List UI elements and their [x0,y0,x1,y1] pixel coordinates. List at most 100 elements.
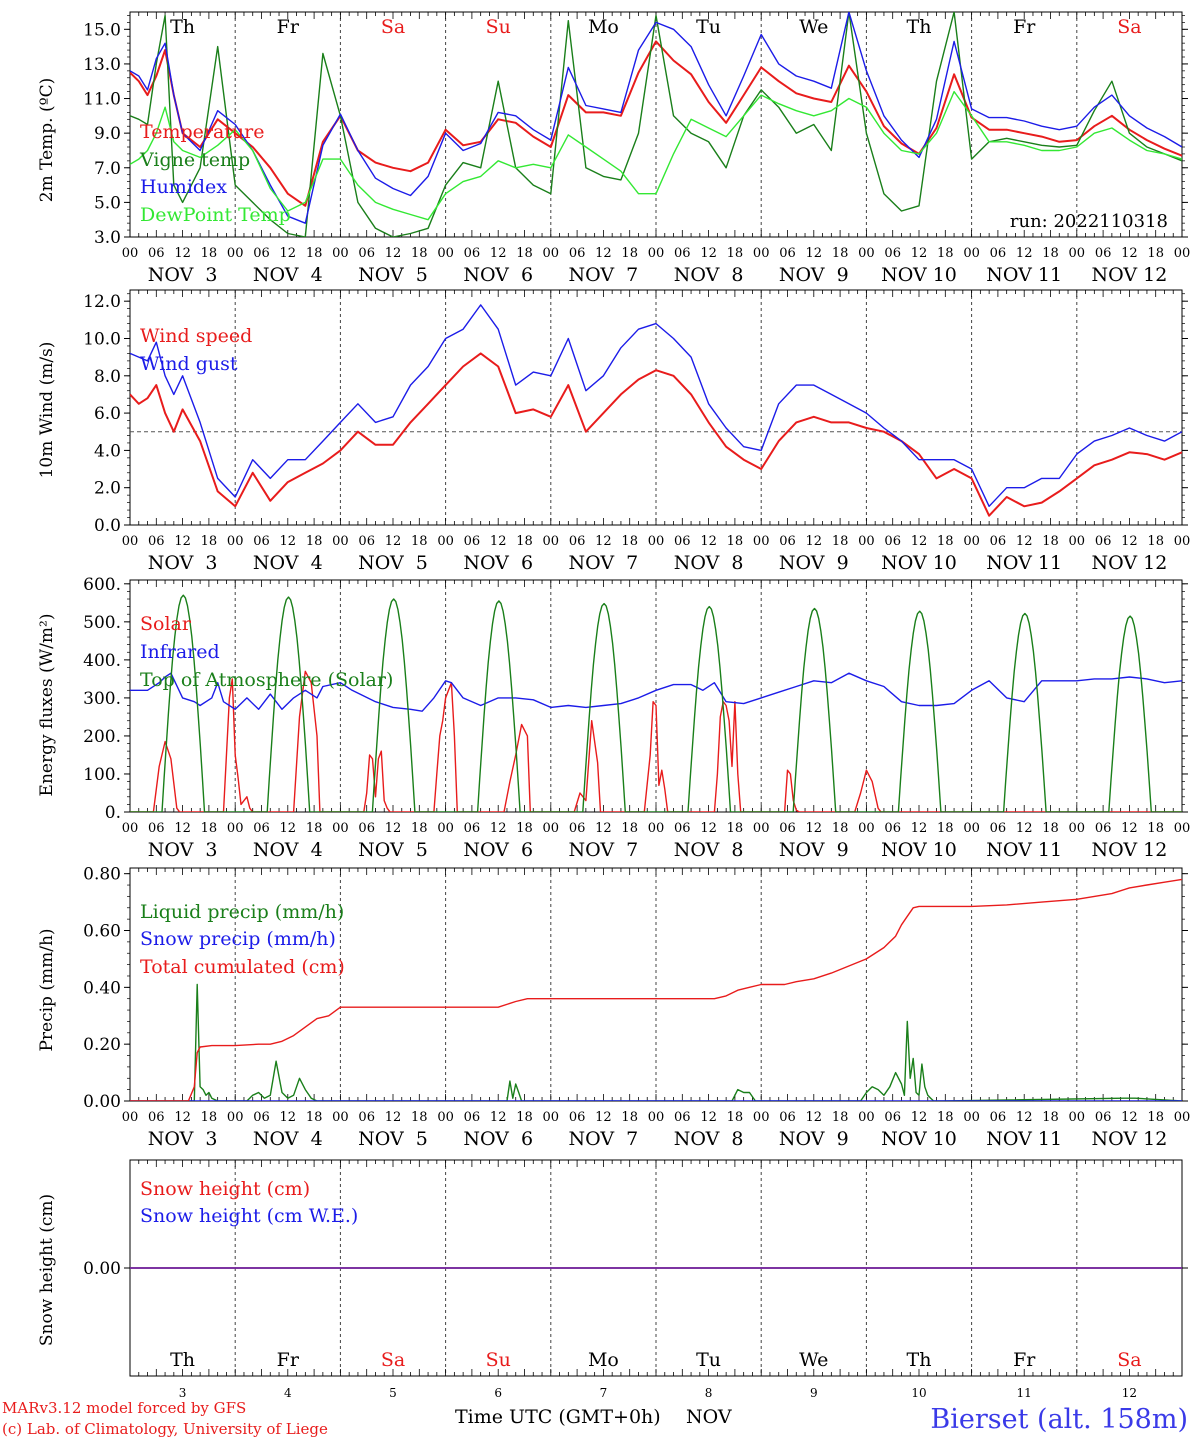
hour-tick-label: 18 [621,1110,638,1125]
hour-tick-label: 00 [437,246,454,261]
y-tick-label: 0.0 [94,516,121,536]
y-tick-label: 0.40 [83,978,121,998]
weekday-label: Th [907,16,932,38]
hour-tick-label: 06 [148,534,165,549]
hour-tick-label: 00 [648,246,665,261]
legend-entry: Top of Atmosphere (Solar) [140,669,393,691]
hour-tick-label: 00 [543,534,560,549]
hour-tick-label: 18 [306,1110,323,1125]
hour-tick-label: 06 [779,246,796,261]
hour-tick-label: 00 [437,534,454,549]
hour-tick-label: 12 [911,534,928,549]
date-label: NOV 11 [986,552,1062,574]
hour-tick-label: 00 [1069,1110,1086,1125]
y-tick-label: 2.0 [94,479,121,499]
legend-entry: Liquid precip (mm/h) [140,901,344,923]
series-line-wind-speed [130,352,1182,517]
hour-tick-label: 06 [253,246,270,261]
hour-tick-label: 12 [911,1110,928,1125]
weekday-label: Tu [696,16,721,38]
hour-tick-label: 06 [990,1110,1007,1125]
hour-tick-label: 06 [569,534,586,549]
hour-tick-label: 00 [753,246,770,261]
hour-tick-label: 06 [884,1110,901,1125]
hour-tick-label: 00 [122,821,139,836]
panel-4: 0.00 0.20 0.40 0.60 0.80 Precip (mm/h) Liquid … [37,865,1190,1150]
hour-tick-label: 00 [1069,821,1086,836]
hour-tick-label: 00 [753,1110,770,1125]
hour-tick-label: 06 [358,1110,375,1125]
date-label: NOV 5 [358,264,428,286]
y-tick-label: 0.00 [83,1092,121,1112]
date-label: NOV 5 [358,1128,428,1150]
hour-tick-label: 12 [280,246,297,261]
date-label: NOV 3 [148,839,218,861]
hour-tick-label: 06 [253,1110,270,1125]
y-axis-label: 10m Wind (m/s) [37,342,57,479]
date-label: NOV 4 [253,264,323,286]
hour-tick-label: 18 [411,1110,428,1125]
hour-tick-label: 00 [227,534,244,549]
hour-tick-label: 18 [832,1110,849,1125]
hour-tick-label: 00 [858,821,875,836]
hour-tick-label: 18 [727,1110,744,1125]
hour-tick-label: 12 [1016,1110,1033,1125]
hour-tick-label: 06 [569,1110,586,1125]
legend-entry: Snow height (cm W.E.) [140,1205,358,1227]
date-label: NOV 3 [148,1128,218,1150]
hour-tick-label: 06 [674,821,691,836]
y-tick-label: 9.0 [94,124,121,144]
date-label: NOV 12 [1091,1128,1167,1150]
lab-credit: (c) Lab. of Climatology, University of L… [2,1420,328,1438]
legend-entry: Wind speed [140,325,252,347]
hour-tick-label: 00 [543,821,560,836]
hour-tick-label: 06 [569,246,586,261]
panel-5: 0.00 Snow height (cm) Snow height (cm) Snow… [37,1159,1188,1400]
hour-tick-label: 18 [832,246,849,261]
hour-tick-label: 00 [122,246,139,261]
day-number-label: 12 [1122,1386,1137,1400]
series-line-temperature [130,40,1182,207]
date-label: NOV 7 [569,264,639,286]
hour-tick-label: 00 [437,821,454,836]
hour-tick-label: 18 [621,821,638,836]
date-label: NOV 6 [463,552,533,574]
hour-tick-label: 12 [700,534,717,549]
date-label: NOV 7 [569,1128,639,1150]
legend-entry: Total cumulated (cm) [140,956,345,978]
date-label: NOV 10 [881,552,957,574]
hour-tick-label: 18 [1042,821,1059,836]
hour-tick-label: 12 [806,534,823,549]
hour-tick-label: 12 [385,1110,402,1125]
hour-tick-label: 00 [332,534,349,549]
date-label: NOV 10 [881,264,957,286]
date-label: NOV 6 [463,1128,533,1150]
hour-tick-label: 06 [358,821,375,836]
hour-tick-label: 12 [174,1110,191,1125]
weekday-label: Sa [381,16,405,38]
hour-tick-label: 18 [306,534,323,549]
y-tick-label: 0.80 [83,865,121,885]
day-number-label: 8 [705,1386,713,1400]
weekday-label: Sa [381,1349,405,1371]
date-label: NOV 5 [358,552,428,574]
hour-tick-label: 06 [674,246,691,261]
date-label: NOV 12 [1091,264,1167,286]
date-label: NOV 11 [986,839,1062,861]
hour-tick-label: 06 [253,534,270,549]
day-number-label: 9 [810,1386,818,1400]
hour-tick-label: 06 [464,534,481,549]
hour-tick-label: 18 [727,821,744,836]
day-number-label: 11 [1017,1386,1032,1400]
y-tick-label: 7.0 [94,159,121,179]
series-line-solar [130,670,1182,812]
y-tick-label: 15.0 [83,20,121,40]
y-tick-label: 0.20 [83,1035,121,1055]
weekday-label: Su [486,16,511,38]
legend-entry: Temperature [140,121,264,143]
hour-tick-label: 12 [595,246,612,261]
date-label: NOV 8 [674,264,744,286]
date-label: NOV 6 [463,839,533,861]
date-label: NOV 11 [986,1128,1062,1150]
date-label: NOV 9 [779,552,849,574]
